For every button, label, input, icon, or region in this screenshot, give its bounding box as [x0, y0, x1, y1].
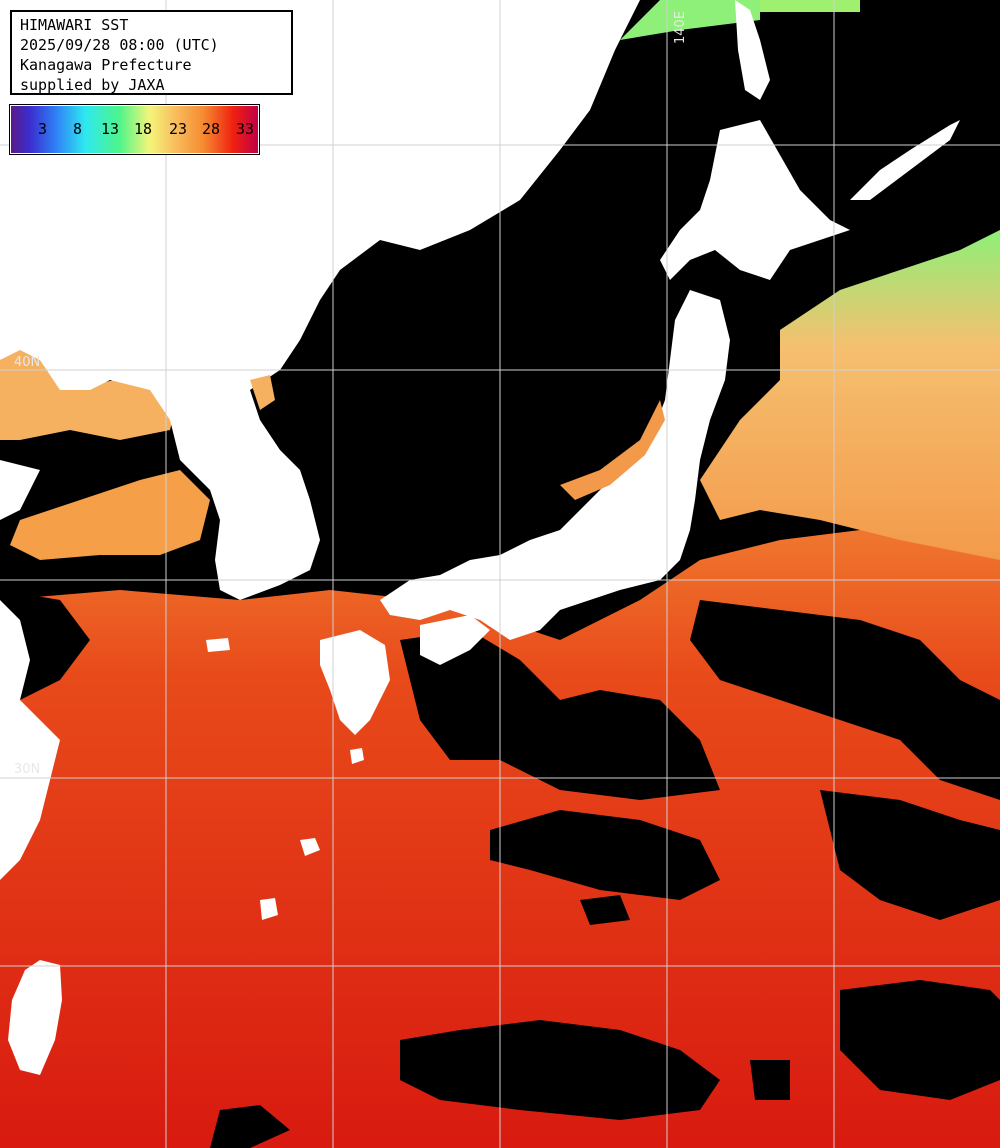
title-box: HIMAWARI SST 2025/09/28 08:00 (UTC) Kana…: [10, 10, 293, 95]
scale-tick-18: 18: [134, 120, 153, 138]
scale-tick-23: 23: [169, 120, 188, 138]
title-line-credit: supplied by JAXA: [20, 76, 165, 94]
land-kuril: [850, 120, 960, 200]
land-taiwan: [8, 960, 62, 1075]
title-line-product: HIMAWARI SST: [20, 16, 129, 34]
land-china-south: [0, 600, 60, 880]
scale-tick-8: 8: [73, 120, 83, 138]
land-honshu: [380, 290, 730, 640]
scale-tick-33: 33: [236, 120, 255, 138]
land-sakhalin: [735, 0, 770, 100]
land-shikoku: [420, 615, 490, 665]
sea-okhotsk-strip-2: [760, 0, 860, 12]
title-line-datetime: 2025/09/28 08:00 (UTC): [20, 36, 219, 54]
color-scale-legend: 3 8 13 18 23 28 33: [9, 104, 260, 155]
grid-label-lon-140e: 140E: [673, 11, 688, 44]
sea-northeast-region: [700, 230, 1000, 560]
land-kyushu: [320, 630, 390, 735]
title-line-region: Kanagawa Prefecture: [20, 56, 192, 74]
grid-label-lat-30n: 30N: [14, 762, 40, 777]
sea-korea-west-warm: [250, 375, 275, 410]
scale-tick-3: 3: [38, 120, 48, 138]
sea-japan-coast-warm: [560, 400, 665, 500]
grid-label-lat-40n: 40N: [14, 355, 40, 370]
color-scale-bar: [11, 106, 258, 153]
land-china-coast: [0, 460, 40, 520]
scale-tick-28: 28: [202, 120, 221, 138]
color-scale-labels: 3 8 13 18 23 28 33: [10, 105, 259, 154]
scale-tick-13: 13: [101, 120, 120, 138]
land-hokkaido: [660, 120, 850, 280]
sea-okhotsk-strip: [620, 0, 760, 40]
sea-yellow-sea: [10, 470, 210, 560]
